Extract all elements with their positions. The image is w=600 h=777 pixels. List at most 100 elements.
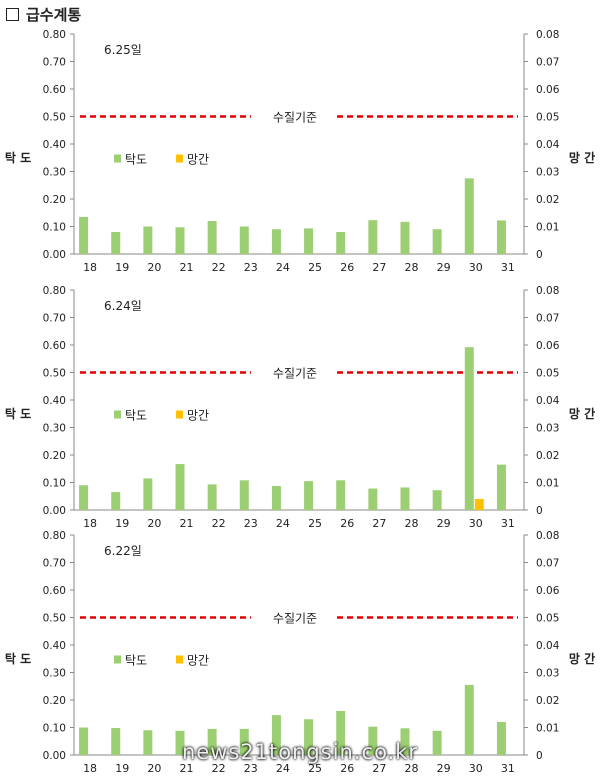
left-tick-label: 0.60 <box>43 585 66 597</box>
x-tick-label: 27 <box>372 261 386 272</box>
right-tick-label: 0 <box>536 249 543 261</box>
left-tick-label: 0.60 <box>43 340 66 352</box>
x-tick-label: 24 <box>276 517 290 528</box>
standard-line-label: 수질기준 <box>273 367 317 381</box>
bar-turbidity <box>400 728 410 755</box>
x-tick-label: 28 <box>405 261 419 272</box>
right-tick-label: 0.01 <box>536 478 559 490</box>
bar-turbidity <box>143 730 153 755</box>
chart-svg-3: 0.00 0.10 0.20 0.30 0.40 0.50 0.60 0.70 0.80 0 0.0… <box>5 530 595 775</box>
x-tick-label: 25 <box>308 517 322 528</box>
bar-turbidity <box>271 229 281 254</box>
bar-turbidity <box>496 464 506 510</box>
right-tick-label: 0.03 <box>536 668 559 680</box>
bar-turbidity <box>400 221 410 254</box>
bar-turbidity <box>304 228 314 254</box>
left-tick-label: 0.10 <box>43 723 66 735</box>
x-tick-label: 21 <box>180 261 194 272</box>
right-tick-label: 0.07 <box>536 313 559 325</box>
left-tick-label: 0.50 <box>43 112 66 124</box>
chart-date-label: 6.25일 <box>104 43 142 57</box>
bar-turbidity <box>368 220 378 254</box>
chart-date-label: 6.22일 <box>104 544 142 558</box>
bar-turbidity <box>111 728 121 755</box>
bar-turbidity <box>336 232 346 254</box>
bar-turbidity <box>432 490 442 510</box>
right-tick-label: 0.03 <box>536 423 559 435</box>
right-tick-label: 0.07 <box>536 558 559 570</box>
left-tick-label: 0.30 <box>43 167 66 179</box>
left-tick-label: 0.00 <box>43 505 66 517</box>
bar-turbidity <box>336 711 346 755</box>
left-tick-label: 0.70 <box>43 313 66 325</box>
legend-label-turbidity: 탁도 <box>125 153 147 167</box>
bar-turbidity <box>79 727 89 755</box>
bar-turbidity <box>175 227 185 254</box>
section-heading: 급수계통 <box>6 3 81 25</box>
right-tick-label: 0.05 <box>536 613 559 625</box>
x-tick-label: 22 <box>212 517 226 528</box>
x-tick-label: 20 <box>147 517 161 528</box>
left-tick-label: 0.40 <box>43 395 66 407</box>
x-tick-label: 19 <box>115 261 129 272</box>
x-tick-label: 31 <box>501 261 515 272</box>
right-tick-label: 0 <box>536 750 543 762</box>
right-tick-label: 0.06 <box>536 84 560 96</box>
left-tick-label: 0.20 <box>43 695 66 707</box>
x-tick-label: 31 <box>501 517 515 528</box>
chart-panel-1: 0.00 0.10 0.20 0.30 0.40 0.50 0.60 0.70 0.80 0 0.0… <box>0 26 600 274</box>
left-tick-label: 0.00 <box>43 249 66 261</box>
right-tick-label: 0.08 <box>536 29 559 41</box>
right-axis-title: 망 간 <box>569 406 595 421</box>
left-tick-label: 0.70 <box>43 558 66 570</box>
left-tick-label: 0.40 <box>43 640 66 652</box>
right-tick-label: 0.08 <box>536 530 559 542</box>
left-tick-label: 0.80 <box>43 285 66 297</box>
right-tick-label: 0.07 <box>536 57 559 69</box>
left-tick-label: 0.80 <box>43 530 66 542</box>
x-tick-label: 21 <box>180 517 194 528</box>
legend-swatch-turbidity <box>114 410 121 419</box>
bar-turbidity <box>496 220 506 254</box>
bar-turbidity <box>496 722 506 755</box>
left-tick-label: 0.50 <box>43 613 66 625</box>
bar-turbidity <box>304 719 314 755</box>
bar-turbidity <box>175 730 185 755</box>
x-tick-label: 18 <box>83 261 97 272</box>
x-tick-label: 25 <box>308 261 322 272</box>
bar-turbidity <box>111 492 121 510</box>
bar-turbidity <box>143 226 153 254</box>
x-tick-label: 29 <box>437 261 451 272</box>
right-tick-label: 0.02 <box>536 450 559 462</box>
right-tick-label: 0.05 <box>536 112 559 124</box>
bar-turbidity <box>207 221 217 254</box>
legend-label-manganese: 망간 <box>187 654 209 668</box>
bar-turbidity <box>207 728 217 755</box>
bar-turbidity <box>239 480 249 510</box>
left-tick-label: 0.20 <box>43 450 66 462</box>
bar-turbidity <box>111 232 121 254</box>
right-tick-label: 0.08 <box>536 285 559 297</box>
legend-label-manganese: 망간 <box>187 409 209 423</box>
right-tick-label: 0.06 <box>536 585 560 597</box>
left-tick-label: 0.20 <box>43 194 66 206</box>
x-tick-label: 22 <box>212 261 226 272</box>
standard-line-label: 수질기준 <box>273 612 317 626</box>
left-tick-label: 0.00 <box>43 750 66 762</box>
bar-turbidity <box>464 684 474 755</box>
legend-label-manganese: 망간 <box>187 153 209 167</box>
chart-date-label: 6.24일 <box>104 299 142 313</box>
legend-label-turbidity: 탁도 <box>125 409 147 423</box>
bar-turbidity <box>79 485 89 510</box>
left-tick-label: 0.60 <box>43 84 66 96</box>
left-tick-label: 0.30 <box>43 668 66 680</box>
bar-turbidity <box>239 728 249 755</box>
x-tick-label: 24 <box>276 261 290 272</box>
left-tick-label: 0.10 <box>43 478 66 490</box>
checkbox-square-icon <box>6 7 19 21</box>
bar-turbidity <box>207 484 217 510</box>
bar-turbidity <box>271 486 281 510</box>
x-tick-label: 26 <box>340 517 354 528</box>
right-tick-label: 0.02 <box>536 194 559 206</box>
right-tick-label: 0.06 <box>536 340 560 352</box>
